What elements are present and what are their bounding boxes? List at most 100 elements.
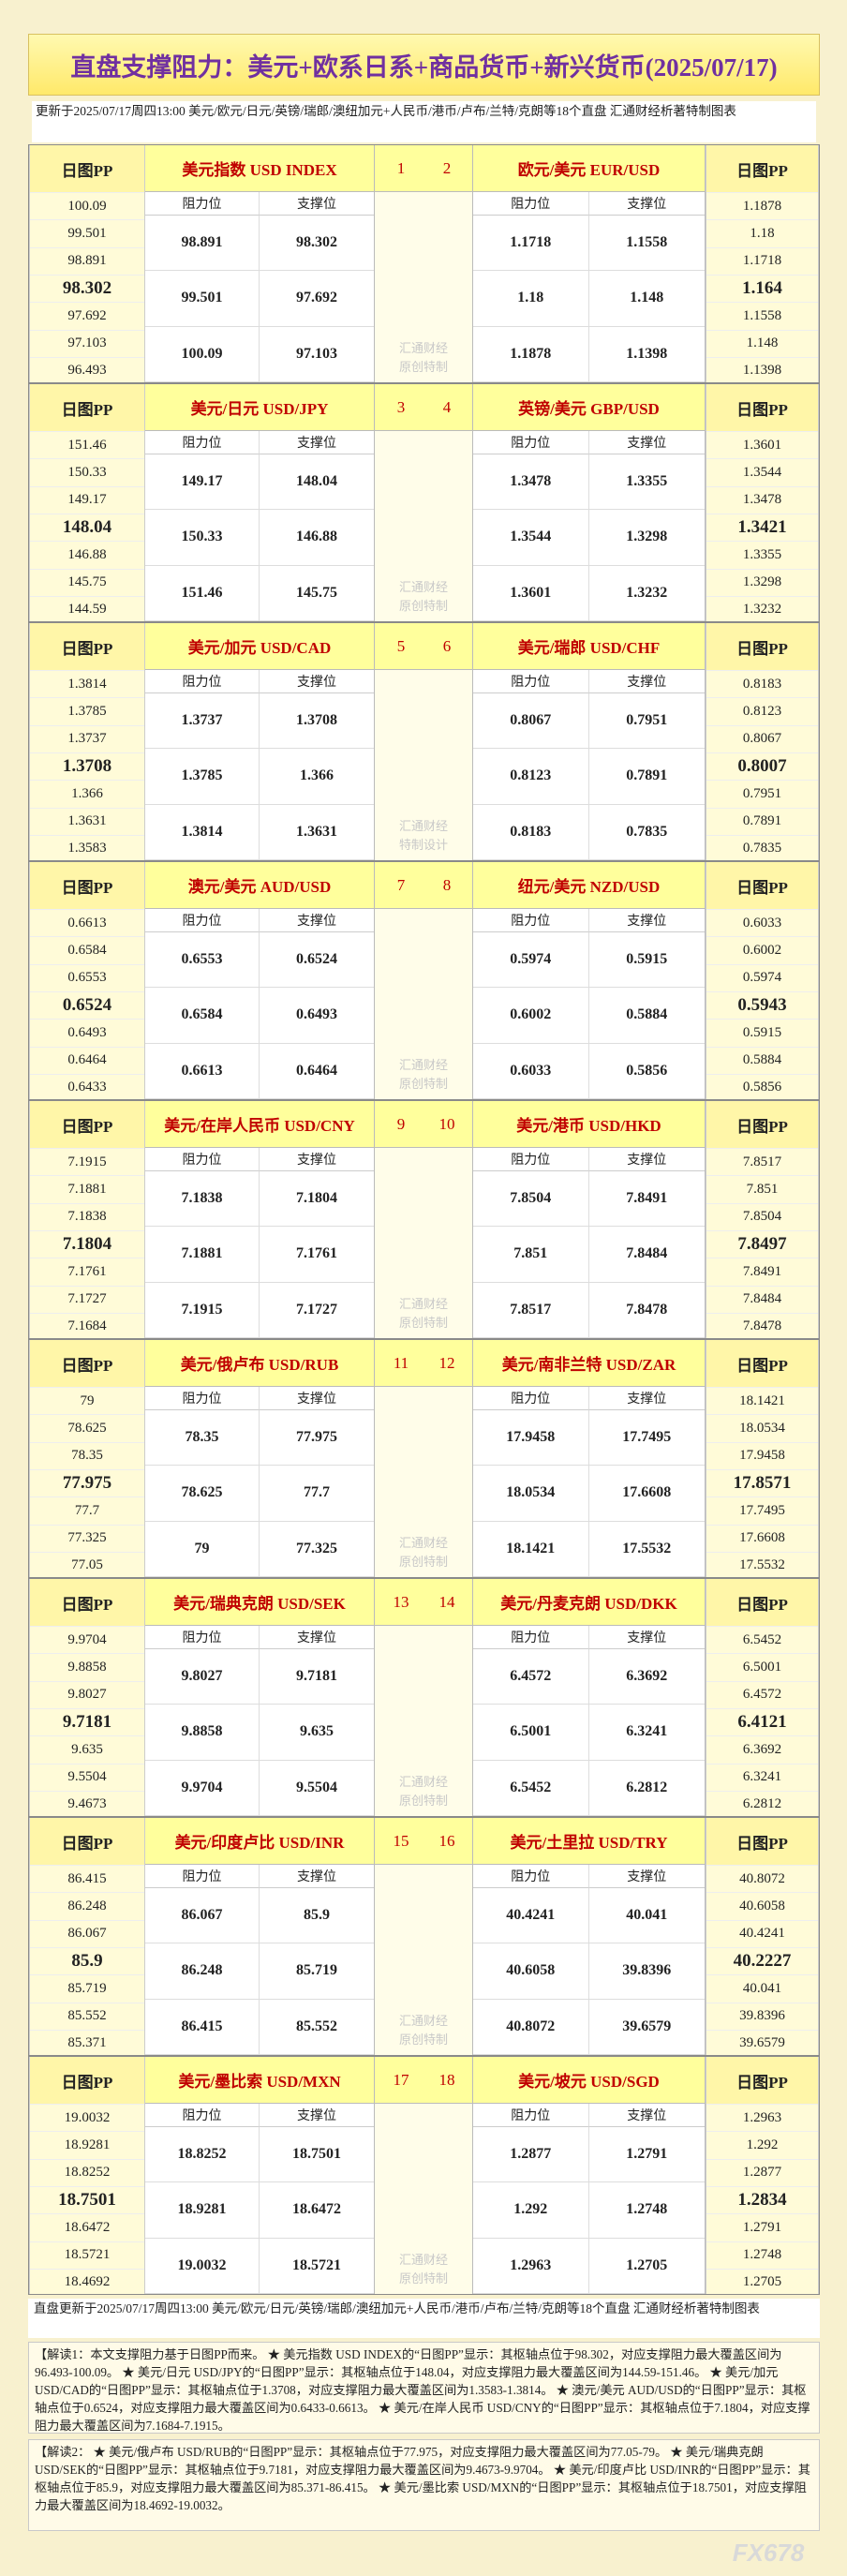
resistance-value: 40.6058 <box>473 1943 589 2000</box>
pair-name: 美元/瑞典克朗 USD/SEK <box>145 1579 374 1626</box>
pp-value: 146.88 <box>30 541 144 568</box>
support-value: 0.7835 <box>588 805 705 860</box>
pair-block: 日图PP 19.0032 18.9281 18.8252 18.7501 18.6472 1… <box>28 2056 820 2295</box>
support-value: 98.302 <box>260 216 374 272</box>
col-label: 阻力位 <box>145 192 260 216</box>
resistance-value: 0.6033 <box>473 1043 589 1099</box>
support-value: 1.2791 <box>588 2127 705 2183</box>
pair-number: 12 <box>438 1354 455 1372</box>
pp-pivot: 6.4121 <box>706 1707 818 1735</box>
pp-column: 日图PP 79 78.625 78.35 77.975 77.7 77.325 77.05 <box>29 1340 145 1577</box>
pp-value: 99.501 <box>30 219 144 246</box>
pp-value: 18.8252 <box>30 2158 144 2186</box>
col-label: 支撑位 <box>260 192 374 216</box>
support-value: 18.6472 <box>260 2182 374 2239</box>
pp-column: 日图PP 0.6033 0.6002 0.5974 0.5943 0.5915 0.5884… <box>706 862 819 1099</box>
support-value: 0.7951 <box>588 693 705 750</box>
footer-update: 直盘更新于2025/07/17周四13:00 美元/欧元/日元/英镑/瑞郎/澳纽… <box>28 2299 820 2338</box>
pp-pivot: 1.164 <box>706 274 818 302</box>
pp-value: 6.4572 <box>706 1680 818 1708</box>
support-value: 17.6608 <box>588 1466 705 1522</box>
pair-number: 15 <box>393 1832 409 1850</box>
resistance-value: 18.8252 <box>145 2127 260 2183</box>
col-label: 阻力位 <box>473 192 589 216</box>
pp-value: 97.692 <box>30 302 144 329</box>
pp-value: 1.3737 <box>30 724 144 752</box>
col-label: 阻力位 <box>473 431 589 454</box>
pair-number: 11 <box>393 1354 409 1372</box>
pair-panel: 美元/南非兰特 USD/ZAR 阻力位 支撑位 17.9458 17.7495 18.05… <box>473 1340 706 1577</box>
col-label: 阻力位 <box>473 670 589 693</box>
pp-column: 日图PP 1.2963 1.292 1.2877 1.2834 1.2791 1.2748 1… <box>706 2057 819 2294</box>
resistance-value: 7.1838 <box>145 1171 260 1228</box>
col-label: 支撑位 <box>588 1626 705 1649</box>
pp-header: 日图PP <box>30 623 144 670</box>
col-label: 支撑位 <box>588 2104 705 2127</box>
support-value: 9.5504 <box>260 1761 374 1816</box>
resistance-value: 0.6584 <box>145 988 260 1044</box>
support-value: 7.8478 <box>588 1283 705 1338</box>
pp-value: 9.8858 <box>30 1653 144 1680</box>
pair-panel: 英镑/美元 GBP/USD 阻力位 支撑位 1.3478 1.3355 1.3544 1.3… <box>473 384 706 621</box>
watermark: 汇通财经 <box>398 818 448 833</box>
pp-value: 0.5974 <box>706 963 818 991</box>
pp-value: 6.5001 <box>706 1653 818 1680</box>
center-column: 15 16 汇通财经 原创特制 <box>375 1818 473 2055</box>
resistance-value: 7.851 <box>473 1227 589 1283</box>
pp-header: 日图PP <box>706 862 818 909</box>
title: 直盘支撑阻力：美元+欧系日系+商品货币+新兴货币(2025/07/17) <box>70 52 778 82</box>
col-label: 阻力位 <box>145 1626 260 1649</box>
pair-panel: 美元/俄卢布 USD/RUB 阻力位 支撑位 78.35 77.975 78.625 77.… <box>145 1340 375 1577</box>
pp-value: 1.2963 <box>706 2104 818 2131</box>
pair-panel: 美元/墨比索 USD/MXN 阻力位 支撑位 18.8252 18.7501 18.928… <box>145 2057 375 2294</box>
pp-value: 0.6464 <box>30 1046 144 1074</box>
col-label: 支撑位 <box>588 1387 705 1410</box>
pp-value: 77.325 <box>30 1524 144 1552</box>
pp-value: 79 <box>30 1387 144 1414</box>
pp-value: 1.3355 <box>706 541 818 568</box>
pp-value: 1.3232 <box>706 595 818 623</box>
pair-block: 日图PP 151.46 150.33 149.17 148.04 146.88 145.75… <box>28 383 820 622</box>
resistance-value: 100.09 <box>145 326 260 382</box>
center-header <box>375 384 472 431</box>
center-header <box>375 862 472 909</box>
support-value: 0.7891 <box>588 749 705 805</box>
pair-name: 美元/瑞郎 USD/CHF <box>473 623 705 670</box>
col-label: 阻力位 <box>145 909 260 932</box>
resistance-value: 1.3478 <box>473 454 589 511</box>
pp-value: 1.3785 <box>30 697 144 724</box>
pp-value: 40.6058 <box>706 1892 818 1919</box>
col-label: 支撑位 <box>260 1626 374 1649</box>
center-header <box>375 145 472 192</box>
pair-number: 14 <box>438 1593 455 1611</box>
pp-header: 日图PP <box>30 2057 144 2104</box>
resistance-value: 78.625 <box>145 1466 260 1522</box>
pp-value: 144.59 <box>30 595 144 623</box>
pp-column: 日图PP 7.1915 7.1881 7.1838 7.1804 7.1761 7.1727… <box>29 1101 145 1338</box>
pair-name: 美元/坡元 USD/SGD <box>473 2057 705 2104</box>
resistance-value: 150.33 <box>145 510 260 566</box>
pp-value: 85.371 <box>30 2029 144 2057</box>
pp-value: 1.2877 <box>706 2158 818 2186</box>
col-label: 阻力位 <box>145 670 260 693</box>
pair-number: 18 <box>438 2071 455 2089</box>
pp-value: 9.8027 <box>30 1680 144 1708</box>
pair-name: 欧元/美元 EUR/USD <box>473 145 705 192</box>
pp-value: 97.103 <box>30 329 144 357</box>
pp-value: 1.148 <box>706 329 818 357</box>
watermark: 汇通财经 <box>398 340 448 355</box>
pair-panel: 美元指数 USD INDEX 阻力位 支撑位 98.891 98.302 99.501 97… <box>145 145 375 382</box>
pp-header: 日图PP <box>706 145 818 192</box>
note: 【解读2： ★ 美元/俄卢布 USD/RUB的“日图PP”显示：其枢轴点位于77… <box>28 2439 820 2531</box>
pp-column: 日图PP 18.1421 18.0534 17.9458 17.8571 17.7495 1… <box>706 1340 819 1577</box>
pair-block: 日图PP 7.1915 7.1881 7.1838 7.1804 7.1761 7.1727… <box>28 1100 820 1339</box>
pp-value: 0.5884 <box>706 1046 818 1074</box>
pp-value: 96.493 <box>30 356 144 384</box>
pp-header: 日图PP <box>30 862 144 909</box>
pp-value: 1.292 <box>706 2131 818 2158</box>
watermark: 汇通财经 <box>398 2013 448 2028</box>
pair-panel: 美元/日元 USD/JPY 阻力位 支撑位 149.17 148.04 150.33 146… <box>145 384 375 621</box>
support-value: 97.692 <box>260 271 374 327</box>
support-value: 148.04 <box>260 454 374 511</box>
pp-value: 7.1761 <box>30 1258 144 1285</box>
